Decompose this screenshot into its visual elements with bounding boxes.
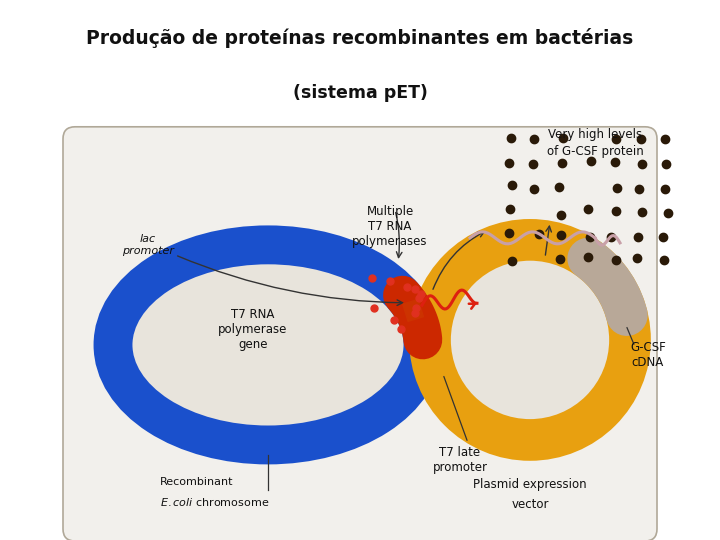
FancyBboxPatch shape [63, 127, 657, 540]
Text: (sistema pET): (sistema pET) [292, 84, 428, 102]
Text: Recombinant: Recombinant [160, 477, 233, 487]
Text: $\it{E. coli}$ chromosome: $\it{E. coli}$ chromosome [160, 496, 269, 508]
Bar [402, 300, 423, 321]
Text: lac
promoter: lac promoter [122, 234, 174, 255]
Text: Plasmid expression: Plasmid expression [473, 478, 587, 491]
Text: G-CSF
cDNA: G-CSF cDNA [630, 341, 666, 369]
Text: of G-CSF protein: of G-CSF protein [546, 145, 644, 158]
Text: Produção de proteínas recombinantes em bactérias: Produção de proteínas recombinantes em b… [86, 28, 634, 48]
Ellipse shape [430, 240, 630, 440]
Ellipse shape [113, 245, 423, 445]
Text: vector: vector [511, 498, 549, 511]
Text: Multiple
T7 RNA
polymerases: Multiple T7 RNA polymerases [352, 205, 428, 248]
Text: T7 late
promoter: T7 late promoter [433, 446, 487, 474]
Text: T7 RNA
polymerase
gene: T7 RNA polymerase gene [218, 308, 288, 352]
Text: Very high levels: Very high levels [548, 129, 642, 141]
